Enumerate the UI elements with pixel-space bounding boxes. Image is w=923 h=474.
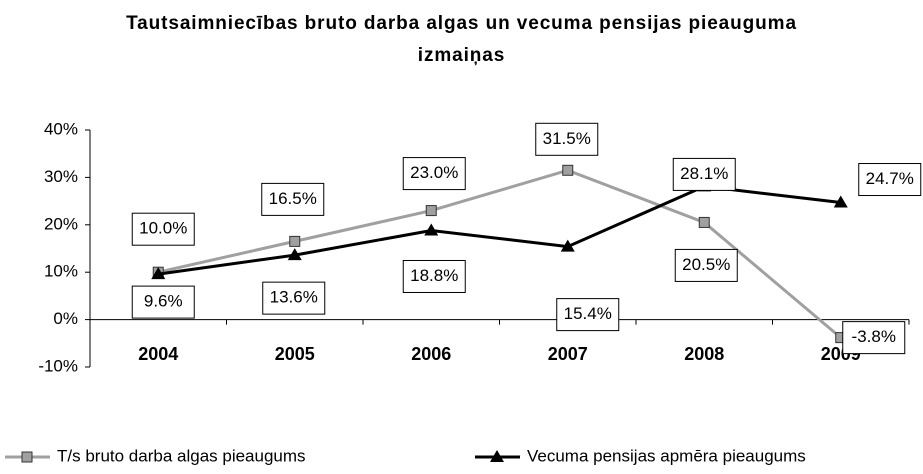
- x-tick-label: 2004: [138, 344, 178, 364]
- marker: [287, 248, 302, 261]
- marker: [698, 216, 710, 228]
- marker: [151, 267, 166, 280]
- legend-label: Vecuma pensijas apmēra pieaugums: [527, 446, 806, 465]
- data-label: 18.8%: [410, 266, 458, 285]
- series-line: [158, 184, 841, 276]
- label-box: [535, 122, 599, 156]
- data-label: 15.4%: [564, 304, 612, 323]
- x-tick-label: 2007: [548, 344, 588, 364]
- legend-marker: [490, 450, 504, 462]
- data-label: 20.5%: [682, 255, 730, 274]
- data-label: 23.0%: [410, 163, 458, 182]
- y-tick-label: 0%: [53, 309, 78, 328]
- data-label: 9.6%: [144, 292, 183, 311]
- data-label: -3.8%: [852, 327, 896, 346]
- data-label: 31.5%: [543, 129, 591, 148]
- chart-title: Tautsaimniecības bruto darba algas un ve…: [126, 13, 797, 66]
- label-box: [402, 259, 466, 293]
- x-tick-label: 2006: [411, 344, 451, 364]
- series-line: [157, 168, 842, 339]
- label-box: [858, 163, 922, 197]
- label-box: [131, 212, 195, 246]
- x-tick-label: 2008: [684, 344, 724, 364]
- data-label: 28.1%: [680, 164, 728, 183]
- y-tick-label: -10%: [38, 356, 78, 375]
- y-tick-label: 30%: [44, 167, 78, 186]
- label-box: [674, 248, 738, 282]
- label-box: [131, 285, 195, 319]
- x-tick-label: 2005: [275, 344, 315, 364]
- marker: [289, 235, 301, 247]
- y-tick-label: 20%: [44, 214, 78, 233]
- marker: [833, 195, 848, 208]
- label-box: [556, 298, 620, 332]
- label-box: [842, 321, 906, 355]
- data-label: 13.6%: [270, 288, 318, 307]
- marker: [562, 164, 574, 176]
- label-box: [672, 157, 736, 191]
- data-label: 16.5%: [269, 189, 317, 208]
- marker: [560, 239, 575, 252]
- label-box: [262, 281, 326, 315]
- marker: [425, 205, 437, 217]
- y-tick-label: 40%: [44, 119, 78, 138]
- label-box: [402, 157, 466, 191]
- legend-label: T/s bruto darba algas pieaugums: [57, 446, 306, 465]
- marker: [424, 223, 439, 236]
- label-box: [261, 182, 325, 216]
- data-label: 24.7%: [866, 169, 914, 188]
- data-label: 10.0%: [139, 219, 187, 238]
- y-tick-label: 10%: [44, 262, 78, 281]
- legend-marker: [21, 451, 33, 463]
